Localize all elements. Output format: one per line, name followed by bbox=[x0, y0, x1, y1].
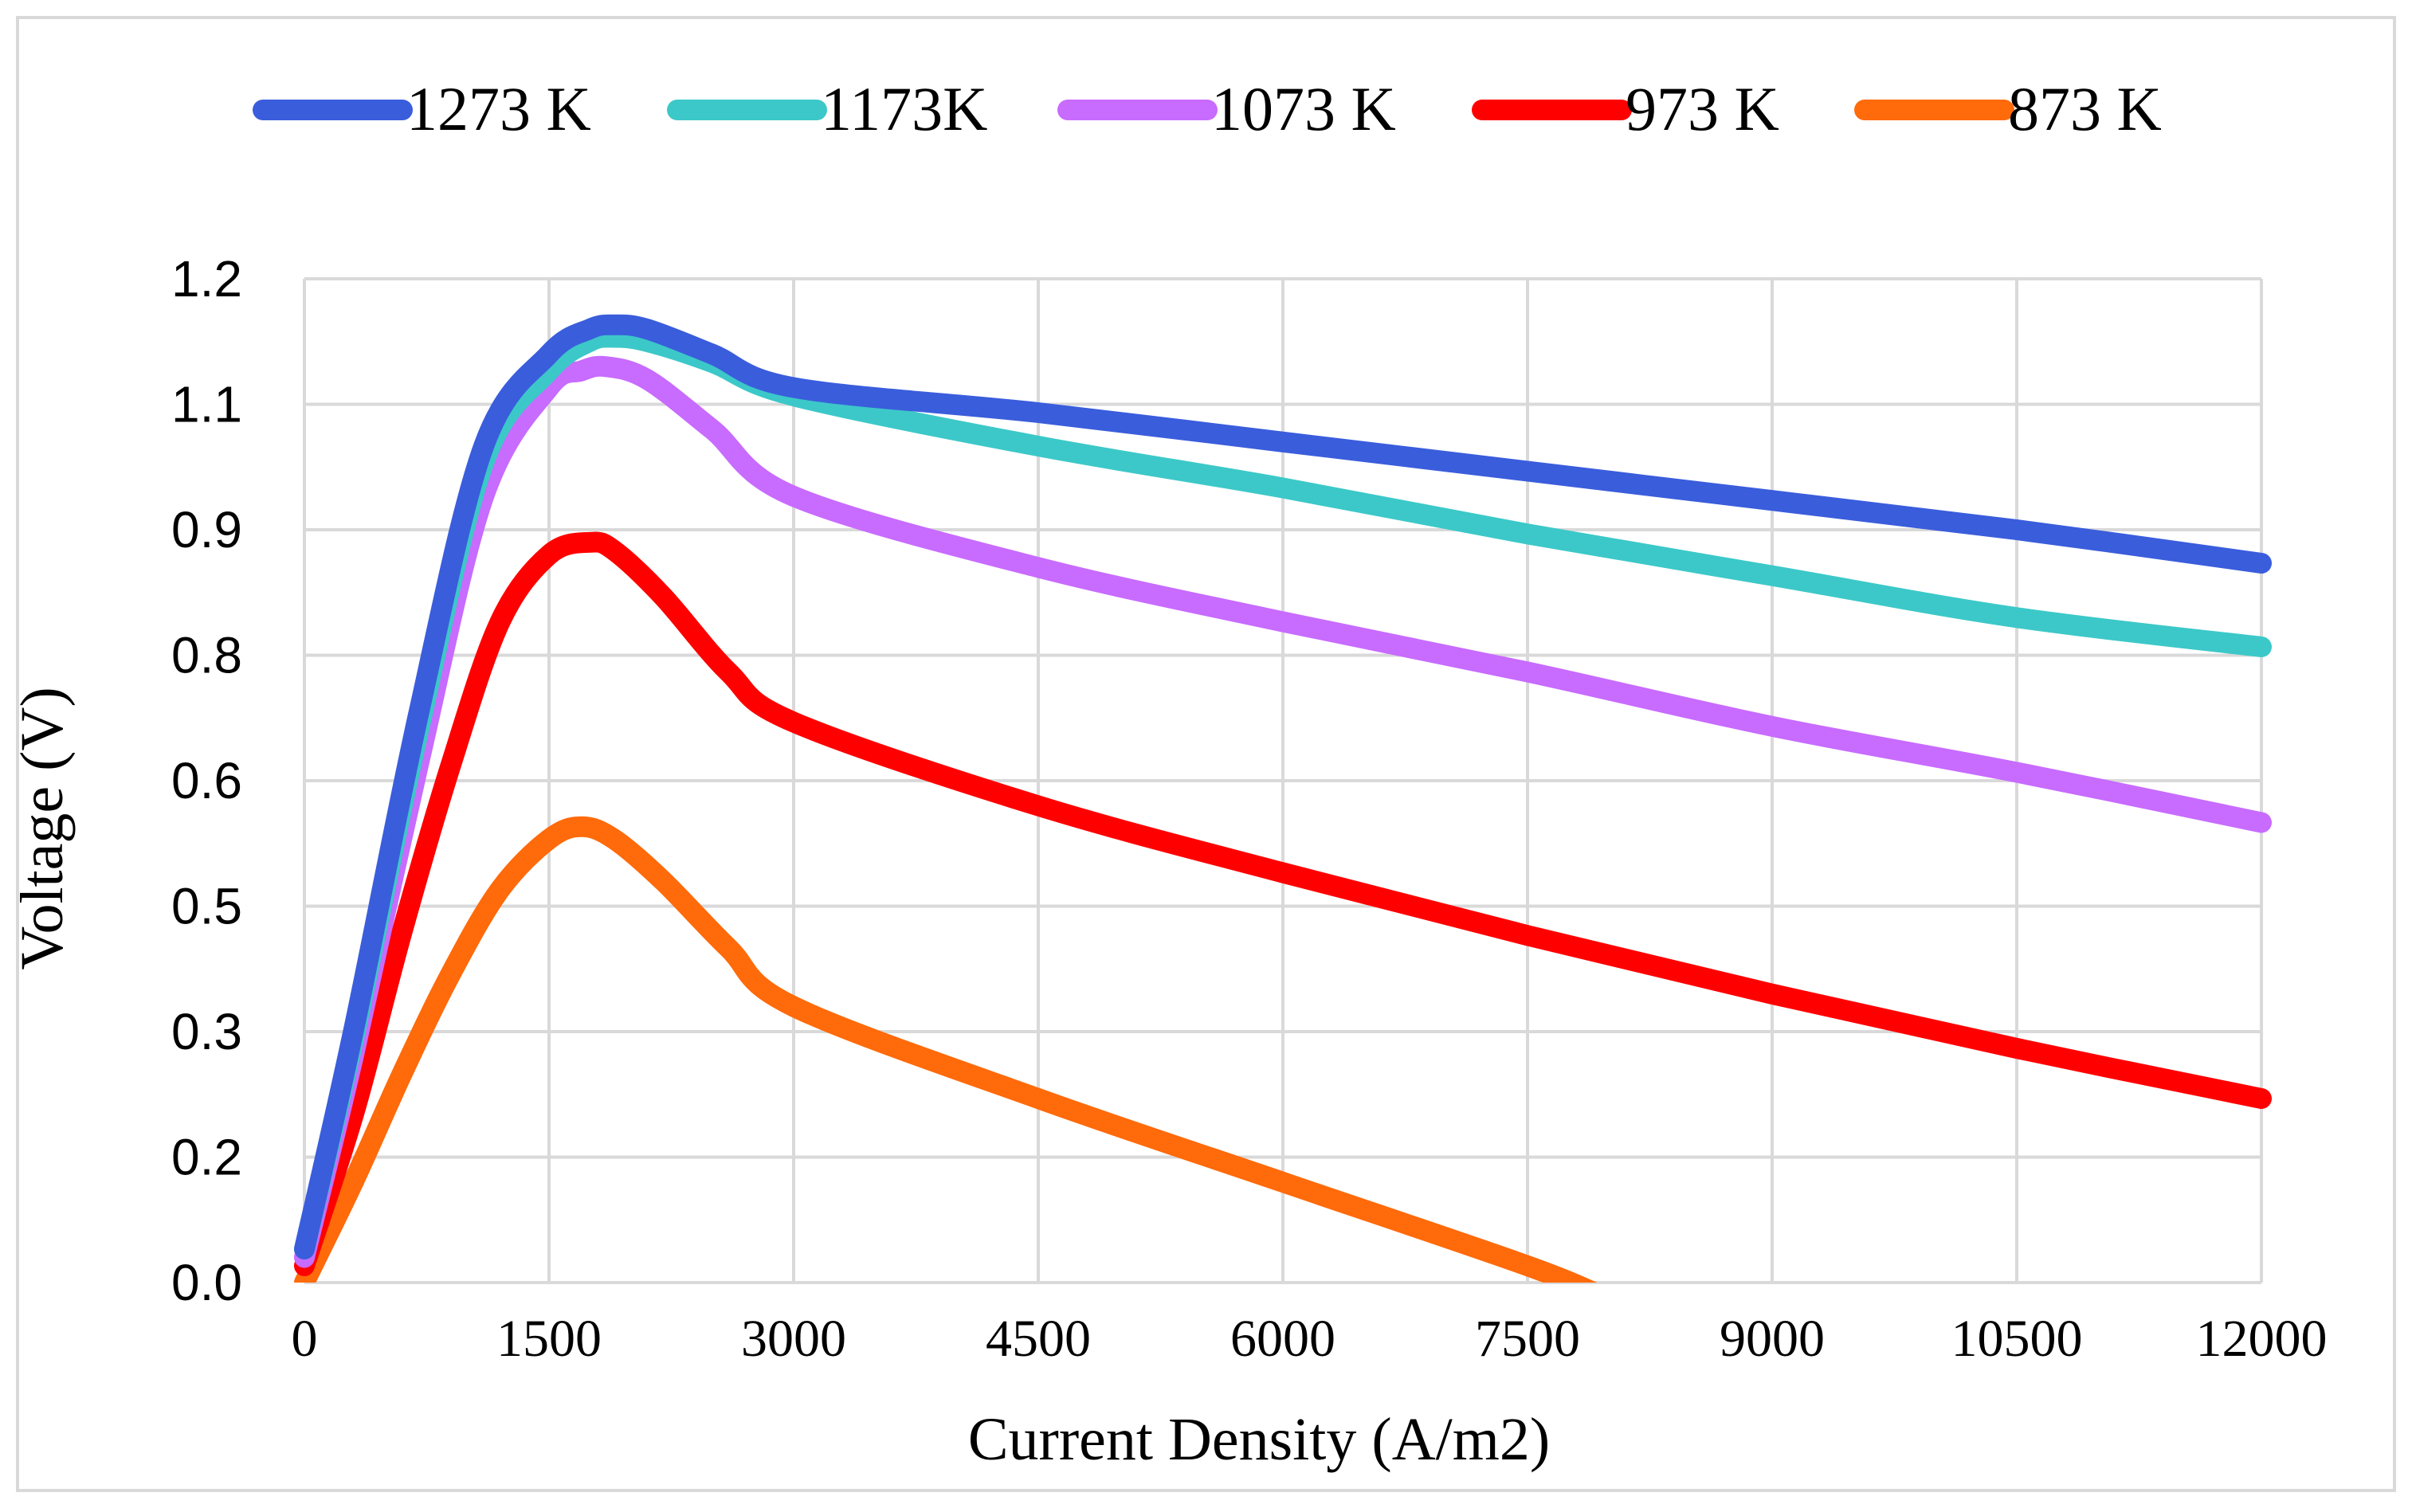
x-axis-ticks: 0 1500 3000 4500 6000 7500 9000 10500 12000 bbox=[292, 1310, 2328, 1368]
x-tick-label: 9000 bbox=[1720, 1310, 1825, 1368]
x-tick-label: 7500 bbox=[1475, 1310, 1580, 1368]
legend-label: 1073 K bbox=[1211, 74, 1396, 143]
y-axis-title: Voltage (V) bbox=[9, 687, 76, 969]
y-tick-label: 0.3 bbox=[171, 1003, 242, 1060]
y-tick-label: 0.9 bbox=[171, 501, 242, 558]
x-tick-label: 6000 bbox=[1230, 1310, 1335, 1368]
legend-label: 873 K bbox=[2008, 74, 2162, 143]
legend-label: 973 K bbox=[1626, 74, 1779, 143]
chart-border bbox=[16, 16, 2396, 1492]
x-tick-label: 12000 bbox=[2196, 1310, 2328, 1368]
x-tick-label: 0 bbox=[292, 1310, 318, 1368]
x-tick-label: 3000 bbox=[741, 1310, 846, 1368]
series-line-873k bbox=[294, 816, 1598, 1283]
y-tick-label: 1.2 bbox=[171, 250, 242, 307]
y-axis-ticks: 0.0 0.2 0.3 0.5 0.6 0.8 0.9 1.1 1.2 bbox=[171, 250, 242, 1311]
legend-label: 1173K bbox=[821, 74, 987, 143]
legend: 1273 K 1173K 1073 K 973 K 873 K bbox=[253, 74, 2162, 143]
y-tick-label: 1.1 bbox=[171, 376, 242, 433]
x-axis-title: Current Density (A/m2) bbox=[968, 1406, 1550, 1473]
y-tick-label: 0.2 bbox=[171, 1129, 242, 1186]
legend-label: 1273 K bbox=[406, 74, 591, 143]
series-line-1273k bbox=[294, 314, 2272, 1259]
y-tick-label: 0.6 bbox=[171, 752, 242, 809]
y-tick-label: 0.0 bbox=[171, 1254, 242, 1311]
x-tick-label: 1500 bbox=[496, 1310, 602, 1368]
y-tick-label: 0.8 bbox=[171, 627, 242, 684]
series-lines bbox=[294, 314, 2272, 1283]
x-tick-label: 4500 bbox=[986, 1310, 1091, 1368]
grid-lines bbox=[303, 277, 2263, 1284]
y-tick-label: 0.5 bbox=[171, 878, 242, 935]
x-tick-label: 10500 bbox=[1951, 1310, 2083, 1368]
series-line-973k bbox=[294, 531, 2272, 1276]
